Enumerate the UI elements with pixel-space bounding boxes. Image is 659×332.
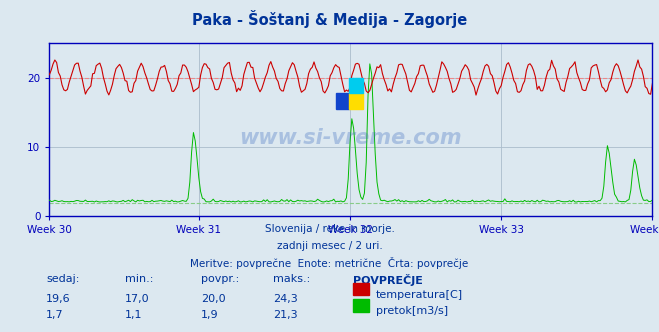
Text: 1,7: 1,7 bbox=[46, 310, 64, 320]
Text: min.:: min.: bbox=[125, 274, 154, 284]
Text: 19,6: 19,6 bbox=[46, 294, 71, 304]
Text: Paka - Šoštanj & Medija - Zagorje: Paka - Šoštanj & Medija - Zagorje bbox=[192, 10, 467, 28]
Text: Meritve: povprečne  Enote: metrične  Črta: povprečje: Meritve: povprečne Enote: metrične Črta:… bbox=[190, 257, 469, 269]
Text: temperatura[C]: temperatura[C] bbox=[376, 290, 463, 300]
Text: 1,1: 1,1 bbox=[125, 310, 143, 320]
Text: Slovenija / reke in morje.: Slovenija / reke in morje. bbox=[264, 224, 395, 234]
Text: www.si-vreme.com: www.si-vreme.com bbox=[240, 128, 462, 148]
FancyBboxPatch shape bbox=[336, 93, 349, 109]
Text: 1,9: 1,9 bbox=[201, 310, 219, 320]
Text: 20,0: 20,0 bbox=[201, 294, 225, 304]
Text: 21,3: 21,3 bbox=[273, 310, 298, 320]
Text: maks.:: maks.: bbox=[273, 274, 311, 284]
Text: 17,0: 17,0 bbox=[125, 294, 150, 304]
Text: pretok[m3/s]: pretok[m3/s] bbox=[376, 306, 447, 316]
Text: zadnji mesec / 2 uri.: zadnji mesec / 2 uri. bbox=[277, 241, 382, 251]
Text: 24,3: 24,3 bbox=[273, 294, 299, 304]
Text: sedaj:: sedaj: bbox=[46, 274, 80, 284]
Text: povpr.:: povpr.: bbox=[201, 274, 239, 284]
Text: POVPREČJE: POVPREČJE bbox=[353, 274, 422, 286]
FancyBboxPatch shape bbox=[349, 78, 363, 93]
FancyBboxPatch shape bbox=[349, 93, 363, 109]
